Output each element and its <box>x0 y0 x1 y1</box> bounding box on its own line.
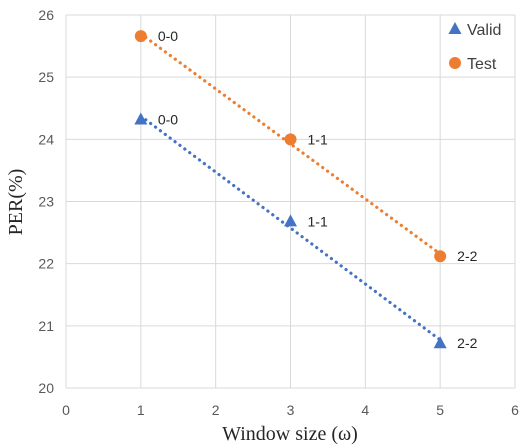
trendline-test <box>139 32 442 256</box>
data-point-valid <box>433 336 447 349</box>
point-label-valid: 2-2 <box>457 335 477 351</box>
x-axis-title: Window size (ω) <box>222 423 358 445</box>
legend-label-valid: Valid <box>467 22 501 39</box>
data-point-valid <box>134 112 148 125</box>
point-label-valid: 1-1 <box>308 213 328 229</box>
data-point-valid <box>448 22 462 34</box>
gridlines <box>65 14 516 389</box>
x-tick-label: 0 <box>62 402 70 418</box>
y-axis-title: PER(%) <box>5 169 27 236</box>
x-tick-label: 5 <box>436 402 444 418</box>
y-tick-label: 26 <box>38 7 54 23</box>
y-tick-label: 23 <box>38 194 54 210</box>
point-label-valid: 0-0 <box>158 111 178 127</box>
data-point-valid <box>284 214 297 227</box>
data-point-test <box>434 250 447 263</box>
trendline-valid <box>139 114 442 342</box>
point-labels: 0-0 1-1 2-2 0-0 1-1 2-2 <box>158 28 478 351</box>
y-tick-label: 21 <box>38 318 54 334</box>
data-point-test <box>449 57 461 69</box>
x-axis-ticks: 0 1 2 3 4 5 6 <box>62 402 519 418</box>
x-tick-label: 6 <box>511 402 519 418</box>
trendlines <box>139 32 442 342</box>
y-axis-ticks: 20 21 22 23 24 25 26 <box>38 7 54 396</box>
legend-label-test: Test <box>467 56 497 73</box>
data-points <box>134 30 447 349</box>
data-point-test <box>284 133 297 146</box>
x-tick-label: 4 <box>361 402 369 418</box>
x-tick-label: 1 <box>137 402 145 418</box>
y-tick-label: 24 <box>38 131 54 147</box>
point-label-test: 2-2 <box>457 248 477 264</box>
y-tick-label: 20 <box>38 380 54 396</box>
data-point-test <box>134 30 147 43</box>
point-label-test: 0-0 <box>158 28 178 44</box>
point-label-test: 1-1 <box>308 131 328 147</box>
x-tick-label: 2 <box>212 402 220 418</box>
x-tick-label: 3 <box>287 402 295 418</box>
y-tick-label: 25 <box>38 69 54 85</box>
y-tick-label: 22 <box>38 256 54 272</box>
legend: Valid Test <box>448 22 501 73</box>
